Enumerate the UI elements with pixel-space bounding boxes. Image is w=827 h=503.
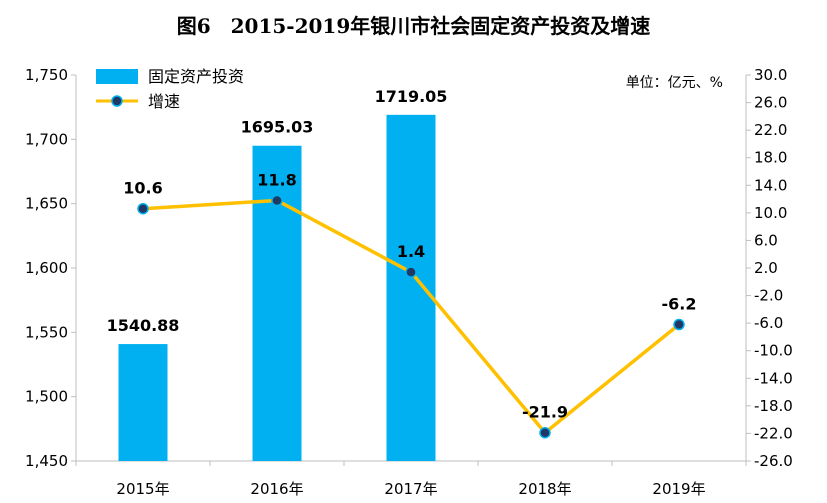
right-tick-label: -26.0 — [754, 452, 793, 470]
bar-series — [118, 114, 436, 462]
bar-data-labels: 1540.88 1695.03 1719.05 — [107, 87, 448, 335]
x-tick-label: 2015年 — [116, 480, 169, 498]
left-tick-label: 1,650 — [25, 195, 68, 213]
right-tick-label: -14.0 — [754, 369, 793, 387]
bar-label-0: 1540.88 — [107, 316, 180, 335]
line-series — [137, 194, 685, 439]
left-tick-label: 1,700 — [25, 130, 68, 148]
left-tick-label: 1,600 — [25, 259, 68, 277]
growth-marker-4 — [673, 318, 685, 331]
growth-marker-1 — [271, 194, 283, 207]
right-tick-label: 6.0 — [754, 231, 778, 249]
growth-label-3: -21.9 — [522, 403, 568, 422]
left-tick-label: 1,550 — [25, 323, 68, 341]
right-tick-label: 22.0 — [754, 121, 787, 139]
x-tick-label: 2019年 — [652, 480, 705, 498]
x-tick-label: 2017年 — [384, 480, 437, 498]
growth-marker-2 — [405, 266, 417, 278]
right-tick-label: 26.0 — [754, 94, 787, 112]
unit-note: 单位：亿元、% — [626, 75, 723, 91]
right-tick-label: -22.0 — [754, 424, 793, 442]
left-tick-label: 1,750 — [25, 66, 68, 84]
x-tick-label: 2016年 — [250, 480, 303, 498]
legend-swatch-marker — [111, 95, 123, 107]
left-tick-label: 1,450 — [25, 452, 68, 470]
right-tick-label: -10.0 — [754, 342, 793, 360]
legend: 固定资产投资 增速 — [96, 67, 244, 111]
right-tick-label: 14.0 — [754, 176, 787, 194]
line-data-labels: 10.6 11.8 1.4 -21.9 -6.2 — [123, 170, 696, 421]
growth-label-0: 10.6 — [123, 179, 162, 198]
legend-label-bar: 固定资产投资 — [148, 67, 244, 86]
bar-label-1: 1695.03 — [241, 118, 314, 137]
left-tick-labels: 1,450 1,500 1,550 1,600 1,650 1,700 1,750 — [25, 66, 76, 470]
right-axis: 30.0 26.0 22.0 18.0 14.0 10.0 6.0 2.0 -2.0 -6.0 -1… — [745, 66, 793, 470]
bar-1 — [252, 145, 302, 461]
right-tick-label: 18.0 — [754, 149, 787, 167]
left-tick-label: 1,500 — [25, 388, 68, 406]
bar-2 — [386, 114, 436, 462]
x-tick-label: 2018年 — [518, 480, 571, 498]
growth-label-4: -6.2 — [662, 295, 697, 314]
left-axis: 1,450 1,500 1,550 1,600 1,650 1,700 1,750 — [25, 66, 77, 470]
growth-label-1: 11.8 — [257, 170, 296, 189]
right-tick-label: 2.0 — [754, 259, 778, 277]
bar-0 — [118, 344, 168, 461]
right-tick-label: 30.0 — [754, 66, 787, 84]
growth-marker-0 — [137, 202, 149, 215]
right-tick-label: -2.0 — [754, 287, 783, 305]
right-tick-label: -18.0 — [754, 397, 793, 415]
x-tick-labels: 2015年 2016年 2017年 2018年 2019年 — [75, 461, 747, 498]
legend-swatch-bar — [96, 69, 138, 84]
right-tick-label: -6.0 — [754, 314, 783, 332]
right-tick-label: 10.0 — [754, 204, 787, 222]
bar-label-2: 1719.05 — [375, 87, 448, 106]
growth-marker-3 — [539, 426, 551, 439]
legend-label-line: 增速 — [148, 92, 180, 111]
growth-label-2: 1.4 — [397, 242, 425, 261]
right-tick-labels: 30.0 26.0 22.0 18.0 14.0 10.0 6.0 2.0 -2.0 -6.0 -1… — [746, 66, 793, 470]
chart-title: 图6 2015-2019年银川市社会固定资产投资及增速 — [176, 14, 651, 38]
